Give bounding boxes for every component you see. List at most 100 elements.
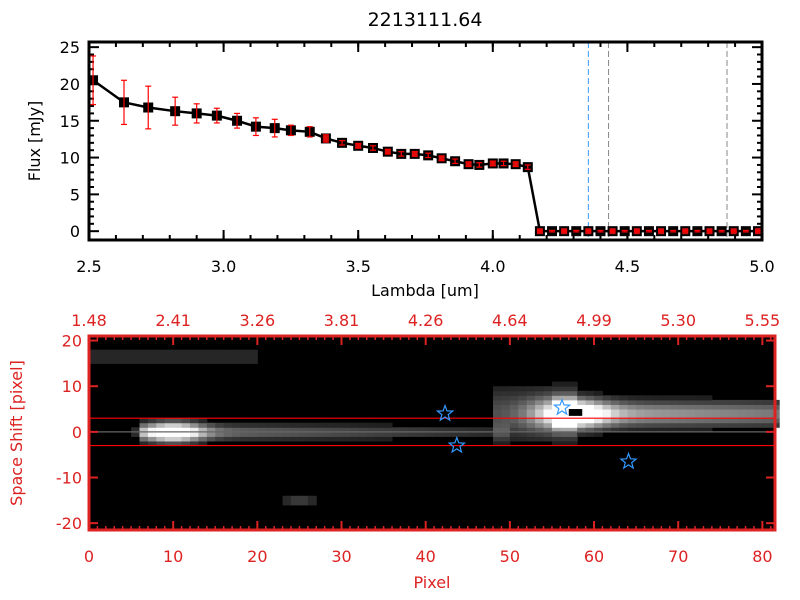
- image-pixel: [551, 390, 561, 396]
- x-tick-label: 50: [500, 547, 520, 566]
- image-pixel: [392, 431, 401, 437]
- image-pixel: [585, 399, 595, 405]
- image-pixel: [383, 436, 393, 442]
- image-pixel: [122, 354, 132, 360]
- image-pixel: [333, 422, 343, 428]
- image-pixel: [627, 422, 637, 428]
- image-pixel: [307, 500, 317, 506]
- y-tick-label: -10: [56, 469, 82, 488]
- image-pixel: [678, 418, 688, 424]
- image-pixel: [560, 390, 570, 396]
- image-pixel: [543, 390, 553, 396]
- image-pixel: [299, 495, 309, 501]
- x-tick-label: 0: [84, 547, 94, 566]
- image-pixel: [164, 440, 174, 447]
- image-pixel: [627, 413, 637, 419]
- image-pixel: [610, 409, 620, 415]
- image-pixel: [678, 427, 688, 433]
- image-pixel: [526, 390, 536, 396]
- image-pixel: [753, 418, 763, 424]
- image-pixel: [535, 418, 545, 424]
- image-pixel: [644, 418, 654, 424]
- image-pixel: [652, 427, 662, 433]
- y-axis-label: Flux [mJy]: [25, 101, 44, 182]
- image-pixel: [594, 395, 603, 401]
- image-pixel: [215, 422, 225, 428]
- x-tick-label: 3.5: [345, 257, 370, 276]
- image-pixel: [493, 418, 502, 424]
- image-pixel: [661, 418, 671, 424]
- image-pixel: [97, 354, 107, 360]
- image-pixel: [568, 440, 578, 447]
- image-pixel: [568, 390, 578, 396]
- image-pixel: [577, 404, 587, 410]
- image-pixel: [164, 354, 174, 360]
- image-pixel: [139, 358, 149, 364]
- x-tick-label: 4.5: [615, 257, 640, 276]
- image-pixel: [190, 440, 199, 447]
- image-pixel: [248, 354, 258, 360]
- image-pixel: [417, 431, 427, 437]
- image-pixel: [535, 431, 545, 437]
- image-pixel: [257, 427, 267, 433]
- image-pixel: [215, 431, 225, 437]
- image-pixel: [316, 436, 326, 442]
- image-pixel: [518, 386, 528, 392]
- image-pixel: [89, 349, 98, 355]
- image-pixel: [366, 436, 376, 442]
- image-pixel: [560, 440, 570, 447]
- image-pixel: [518, 404, 528, 410]
- image-pixel: [652, 404, 662, 410]
- image-pixel: [610, 399, 620, 405]
- image-pixel: [131, 358, 141, 364]
- x-tick-label: 4.0: [480, 257, 505, 276]
- image-pixel: [198, 440, 208, 447]
- image-pixel: [543, 413, 553, 419]
- image-pixel: [341, 436, 351, 442]
- image-pixel: [535, 427, 545, 433]
- image-pixel: [198, 427, 208, 433]
- image-pixel: [265, 431, 275, 437]
- image-pixel: [366, 427, 376, 433]
- image-pixel: [669, 399, 679, 405]
- image-pixel: [476, 427, 486, 433]
- image-pixel: [568, 431, 578, 437]
- image-pixel: [652, 399, 662, 405]
- image-pixel: [526, 409, 536, 415]
- image-pixel: [232, 422, 242, 428]
- image-pixel: [147, 427, 157, 433]
- image-pixel: [526, 436, 536, 442]
- image-pixel: [97, 358, 107, 364]
- image-pixel: [164, 427, 174, 433]
- image-pixel: [762, 422, 772, 428]
- image-pixel: [518, 390, 528, 396]
- y-tick-label: 5: [70, 185, 80, 204]
- image-pixel: [678, 409, 688, 415]
- image-pixel: [333, 436, 343, 442]
- image-pixel: [720, 422, 730, 428]
- image-pixel: [602, 427, 612, 433]
- image-pixel: [139, 354, 149, 360]
- image-pixel: [358, 431, 368, 437]
- image-pixel: [594, 409, 603, 415]
- image-pixel: [602, 395, 612, 401]
- image-pixel: [745, 418, 755, 424]
- top-wavelength-label: 5.55: [745, 311, 781, 330]
- image-pixel: [762, 399, 772, 405]
- image-pixel: [223, 431, 233, 437]
- image-pixel: [753, 409, 763, 415]
- image-pixel: [602, 404, 612, 410]
- image-pixel: [509, 413, 519, 419]
- image-pixel: [450, 427, 460, 433]
- x-tick-label: 70: [668, 547, 688, 566]
- image-x-label: Pixel: [413, 573, 450, 592]
- image-y-label: Space Shift [pixel]: [7, 360, 26, 506]
- image-pixel: [509, 431, 519, 437]
- image-pixel: [89, 354, 98, 360]
- image-pixel: [518, 413, 528, 419]
- image-pixel: [526, 422, 536, 428]
- image-pixel: [105, 349, 115, 355]
- image-pixel: [695, 409, 704, 415]
- image-pixel: [745, 422, 755, 428]
- image-pixel: [240, 436, 250, 442]
